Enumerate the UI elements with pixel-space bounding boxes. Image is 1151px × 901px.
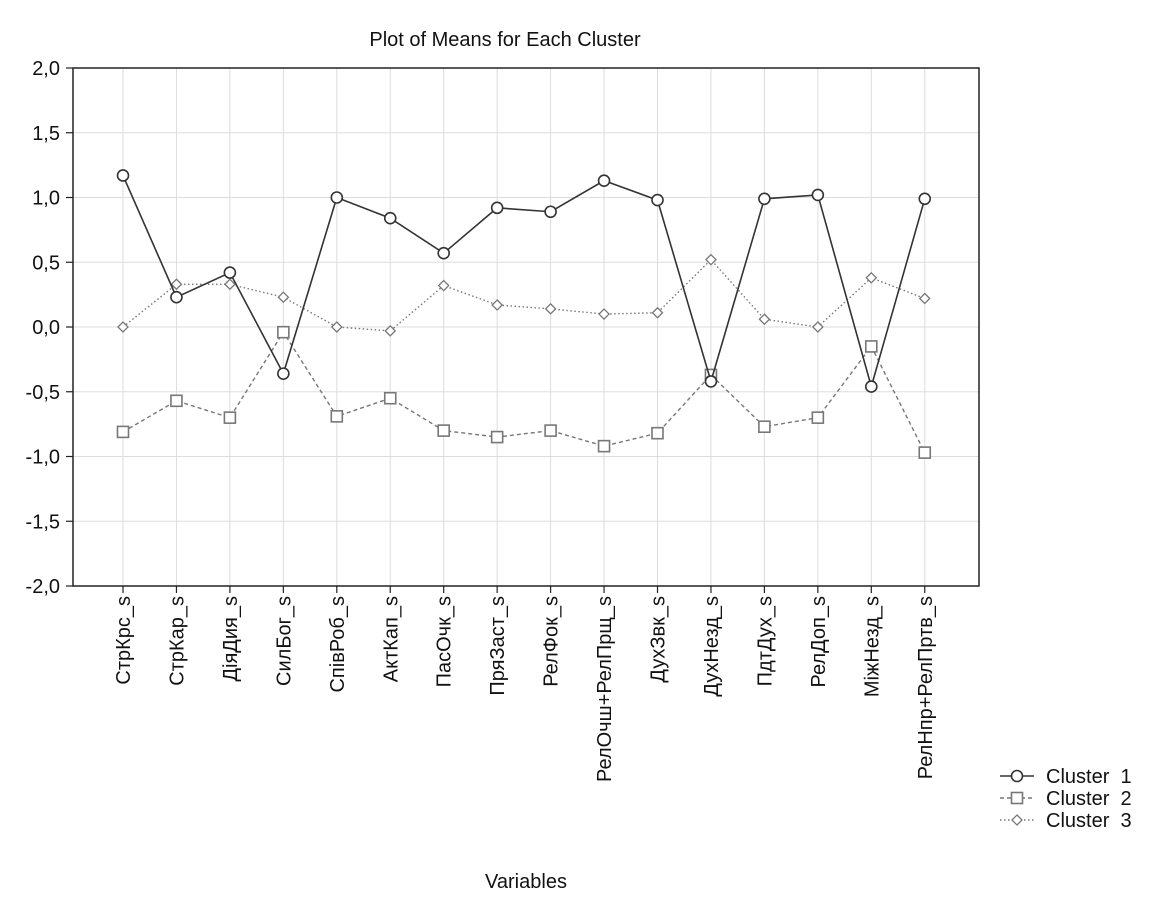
series-2-line bbox=[122, 330, 926, 453]
y-tick-label: -1,5 bbox=[26, 511, 60, 533]
series-2-point bbox=[490, 430, 504, 444]
series-2-point bbox=[758, 420, 771, 434]
series-1-point bbox=[918, 192, 932, 206]
legend-item-3: Cluster 3 bbox=[1000, 810, 1132, 832]
series-1-point bbox=[597, 174, 611, 187]
x-tick-label: РелФок_s bbox=[541, 596, 563, 687]
series-3-point bbox=[330, 321, 343, 333]
series-2-point bbox=[170, 394, 183, 408]
legend-label: Cluster 2 bbox=[1046, 788, 1132, 810]
x-tick-label: ПдтДух_s bbox=[754, 596, 776, 686]
series-1-point bbox=[223, 266, 237, 279]
x-tick-label: РелДоп_s bbox=[808, 596, 830, 687]
series-1-point bbox=[383, 211, 397, 225]
series-2-point bbox=[918, 446, 932, 459]
series-3-point bbox=[277, 291, 290, 304]
series-3-point bbox=[223, 278, 236, 291]
x-axis: СтрКрс_s СтрКар_s ДіяДия_s СилБог_s СпівРоб_… bbox=[113, 586, 937, 782]
series-1-point bbox=[811, 188, 825, 202]
series-1-point bbox=[277, 367, 290, 380]
y-axis: 2,0 1,5 1,0 0,5 0,0 -0,5 -1,0 -1,5 -2,0 bbox=[26, 58, 73, 598]
legend-marker bbox=[1011, 814, 1023, 826]
x-tick-label: СтрКрс_s bbox=[113, 596, 135, 685]
series-2-point bbox=[116, 425, 130, 439]
x-tick-label: СилБог_s bbox=[273, 596, 295, 686]
legend-label: Cluster 3 bbox=[1046, 810, 1132, 832]
series-2-point bbox=[383, 391, 397, 405]
x-tick-label: РелОчш+РелПрщ_s bbox=[594, 596, 616, 782]
series-3-line bbox=[122, 258, 926, 332]
x-tick-label: МіжНезд_s bbox=[861, 596, 883, 697]
y-tick-label: 0,0 bbox=[32, 317, 60, 339]
y-tick-label: -2,0 bbox=[26, 576, 60, 598]
x-axis-title: Variables bbox=[485, 871, 567, 893]
y-tick-label: -0,5 bbox=[26, 382, 60, 404]
series-2-point bbox=[597, 439, 611, 453]
series-1-point bbox=[330, 191, 344, 204]
x-tick-label: ДухНезд_s bbox=[701, 596, 723, 697]
series-1-point bbox=[758, 192, 771, 206]
y-tick-label: 1,5 bbox=[32, 123, 60, 145]
legend-marker bbox=[1010, 791, 1024, 805]
x-tick-label: ПряЗаст_s bbox=[487, 596, 509, 696]
series-3-point bbox=[384, 324, 397, 337]
x-tick-label: ДухЗвк_s bbox=[648, 596, 670, 683]
series-3-point bbox=[544, 302, 557, 315]
y-tick-label: 1,0 bbox=[32, 188, 60, 210]
series-1-point bbox=[651, 193, 664, 207]
series-3 bbox=[117, 253, 931, 337]
series-3-point bbox=[651, 306, 664, 319]
series-3-point bbox=[758, 313, 771, 326]
series-2-point bbox=[330, 410, 344, 423]
legend-item-2: Cluster 2 bbox=[1000, 788, 1132, 810]
series-3-point bbox=[117, 321, 129, 333]
y-tick-label: 2,0 bbox=[32, 58, 60, 80]
series-3-point bbox=[865, 271, 878, 284]
x-tick-label: АктКап_s bbox=[380, 596, 402, 682]
series-3-point bbox=[170, 278, 183, 291]
series-3-point bbox=[811, 321, 824, 333]
series-3-point bbox=[491, 299, 504, 311]
series-2-point bbox=[651, 426, 664, 440]
series-1-point bbox=[170, 290, 183, 304]
series-1-point bbox=[704, 375, 718, 388]
x-tick-label: СтрКар_s bbox=[166, 596, 188, 686]
series-3-point bbox=[918, 292, 931, 305]
x-tick-label: ДіяДия_s bbox=[220, 596, 242, 682]
series-2-point bbox=[223, 411, 237, 424]
series-2 bbox=[116, 325, 932, 459]
series-3-point bbox=[437, 279, 450, 292]
y-tick-label: -1,0 bbox=[26, 447, 60, 469]
series-2-point bbox=[277, 325, 290, 339]
series-1-point bbox=[864, 380, 878, 393]
series-1-line bbox=[122, 175, 926, 390]
series-2-point bbox=[437, 424, 451, 437]
series-2-point bbox=[811, 411, 825, 424]
grid bbox=[73, 68, 979, 586]
series-1-point bbox=[490, 201, 504, 215]
chart-title: Plot of Means for Each Cluster bbox=[369, 29, 641, 51]
x-tick-label: ПасОчк_s bbox=[434, 596, 456, 687]
x-tick-label: СпівРоб_s bbox=[327, 596, 349, 693]
series-1 bbox=[116, 169, 932, 393]
series-1-point bbox=[116, 169, 130, 182]
legend-label: Cluster 1 bbox=[1046, 766, 1132, 788]
series-1-point bbox=[437, 246, 451, 260]
y-tick-label: 0,5 bbox=[32, 252, 60, 274]
series-2-point bbox=[544, 424, 557, 437]
x-tick-label: РелНпр+РелПртв_s bbox=[915, 596, 937, 779]
series-1-point bbox=[544, 205, 557, 219]
series-3-point bbox=[598, 308, 610, 320]
series-group bbox=[116, 169, 932, 459]
series-2-point bbox=[864, 340, 878, 353]
legend-item-1: Cluster 1 bbox=[1000, 766, 1132, 788]
series-3-point bbox=[705, 253, 717, 266]
legend-marker bbox=[1010, 769, 1024, 783]
